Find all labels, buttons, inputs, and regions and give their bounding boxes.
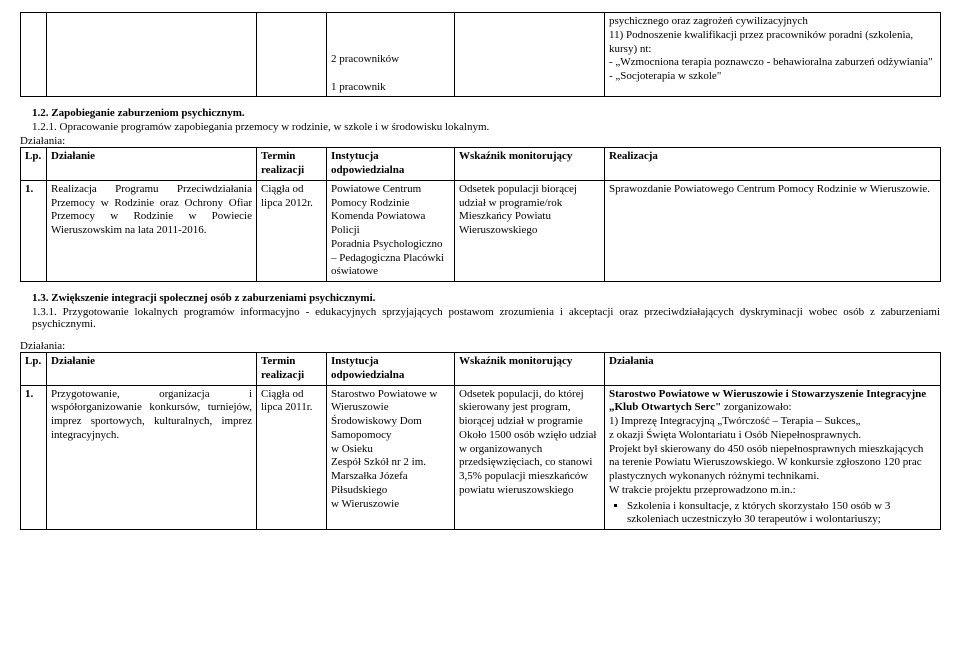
row12-realizacja: Sprawozdanie Powiatowego Centrum Pomocy … (605, 180, 941, 281)
top-continuation-table: 2 pracowników 1 pracownik psychicznego o… (20, 12, 941, 97)
row13-real-l4: W trakcie projektu przeprowadzono m.in.: (609, 484, 796, 496)
row13-lp: 1. (21, 385, 47, 530)
th2-lp: Lp. (21, 353, 47, 386)
row13-dzialanie: Przygotowanie, organizacja i współorgani… (47, 385, 257, 530)
row13-real-l2b: z okazji Święta Wolontariatu i Osób Niep… (609, 429, 861, 441)
th2-dzialanie: Działanie (47, 353, 257, 386)
row13-real-bullet1: Szkolenia i konsultacje, z których skorz… (627, 500, 936, 528)
top-cell-3 (257, 13, 327, 97)
row12-wskaznik: Odsetek populacji biorącej udział w prog… (455, 180, 605, 281)
th2-instytucja: Instytucja odpowiedzialna (327, 353, 455, 386)
row13-instytucja: Starostwo Powiatowe w Wieruszowie Środow… (327, 385, 455, 530)
th-lp: Lp. (21, 148, 47, 181)
section-1-2-head: 1.2. Zapobieganie zaburzeniom psychiczny… (32, 107, 940, 119)
th2-termin: Termin realizacji (257, 353, 327, 386)
section-1-3-head: 1.3. Zwiększenie integracji społecznej o… (32, 292, 940, 304)
row12-instytucja: Powiatowe Centrum Pomocy Rodzinie Komend… (327, 180, 455, 281)
section-1-3-1-sub: 1.3.1. Przygotowanie lokalnych programów… (32, 306, 940, 330)
dzialania-label-2: Działania: (20, 340, 940, 352)
th-termin: Termin realizacji (257, 148, 327, 181)
row13-real-l3: Projekt był skierowany do 450 osób niepe… (609, 443, 923, 483)
th2-dzialania: Działania (605, 353, 941, 386)
row12-lp: 1. (21, 180, 47, 281)
top-cell-2 (47, 13, 257, 97)
row13-real-l2a: 1) Imprezę Integracyjną „Twórczość – Ter… (609, 415, 860, 427)
th2-wskaznik: Wskaźnik monitorujący (455, 353, 605, 386)
th-instytucja: Instytucja odpowiedzialna (327, 148, 455, 181)
top-cell-1 (21, 13, 47, 97)
th-dzialanie: Działanie (47, 148, 257, 181)
row13-realizacja: Starostwo Powiatowe w Wieruszowie i Stow… (605, 385, 941, 530)
table-1-2: Lp. Działanie Termin realizacji Instytuc… (20, 147, 941, 282)
row12-dzialanie: Realizacja Programu Przeciwdziałania Prz… (47, 180, 257, 281)
top-cell-6: psychicznego oraz zagrożeń cywilizacyjny… (605, 13, 941, 97)
top-cell-4: 2 pracowników 1 pracownik (327, 13, 455, 97)
top-cell-5 (455, 13, 605, 97)
th-realizacja: Realizacja (605, 148, 941, 181)
dzialania-label-1: Działania: (20, 135, 940, 147)
table-1-3: Lp. Działanie Termin realizacji Instytuc… (20, 352, 941, 530)
row12-termin: Ciągła od lipca 2012r. (257, 180, 327, 281)
section-1-2-1-sub: 1.2.1. Opracowanie programów zapobiegani… (32, 121, 940, 133)
row13-wskaznik: Odsetek populacji, do której skierowany … (455, 385, 605, 530)
row13-real-list: Szkolenia i konsultacje, z których skorz… (627, 500, 936, 528)
th-wskaznik: Wskaźnik monitorujący (455, 148, 605, 181)
row13-termin: Ciągła od lipca 2011r. (257, 385, 327, 530)
row13-real-b1b: zorganizowało: (721, 401, 791, 413)
